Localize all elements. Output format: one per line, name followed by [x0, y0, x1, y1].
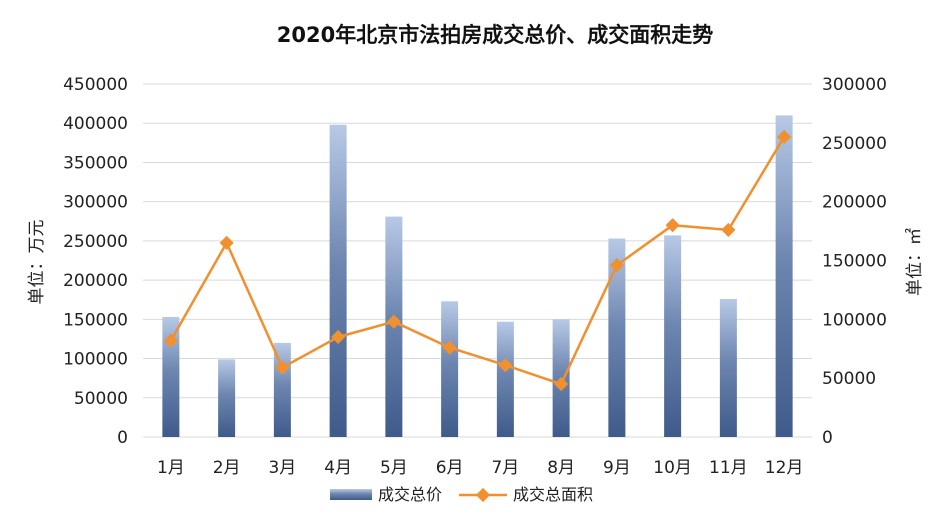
category-label: 1月 — [157, 458, 185, 478]
right-tick-label: 50000 — [822, 369, 876, 389]
legend-line-marker — [475, 487, 491, 503]
left-tick-label: 300000 — [63, 193, 128, 213]
left-tick-label: 400000 — [63, 114, 128, 134]
category-label: 4月 — [324, 458, 352, 478]
chart-title: 2020年北京市法拍房成交总价、成交面积走势 — [277, 23, 713, 47]
right-tick-label: 250000 — [822, 134, 887, 154]
line-point — [777, 129, 792, 145]
area-line — [169, 136, 786, 386]
bar — [441, 301, 459, 437]
category-label: 10月 — [653, 458, 692, 478]
left-axis-label: 单位：万元 — [27, 220, 47, 305]
bar — [329, 124, 347, 438]
left-tick-label: 100000 — [63, 350, 128, 370]
category-label: 11月 — [709, 458, 748, 478]
left-tick-label: 450000 — [63, 75, 128, 95]
legend-bar-label: 成交总价 — [378, 485, 442, 504]
bar — [496, 321, 514, 437]
left-tick-label: 50000 — [74, 389, 128, 409]
line-point — [386, 314, 401, 329]
bar — [775, 115, 793, 437]
bar — [608, 238, 626, 437]
left-tick-label: 150000 — [63, 310, 128, 330]
category-label: 12月 — [765, 458, 804, 478]
line-point — [219, 235, 234, 250]
right-axis-label: 单位：㎡ — [905, 228, 925, 296]
line-point — [498, 358, 513, 373]
legend-line-label: 成交总面积 — [513, 485, 593, 504]
category-label: 3月 — [268, 458, 296, 478]
right-tick-label: 150000 — [822, 252, 887, 272]
left-tick-label: 250000 — [63, 232, 128, 252]
line-point — [609, 258, 624, 273]
right-tick-label: 300000 — [822, 75, 887, 95]
line-point — [163, 333, 178, 348]
line-series — [163, 129, 792, 392]
category-label: 9月 — [603, 458, 631, 478]
bar-series — [162, 115, 793, 438]
right-tick-label: 0 — [822, 428, 833, 448]
category-label: 8月 — [547, 458, 575, 478]
category-label: 6月 — [436, 458, 464, 478]
bar — [664, 235, 682, 437]
category-label: 7月 — [491, 458, 519, 478]
line-point — [721, 222, 736, 237]
left-tick-label: 350000 — [63, 153, 128, 173]
legend: 成交总价 成交总面积 — [330, 485, 593, 504]
category-label: 2月 — [213, 458, 241, 478]
line-point — [331, 329, 346, 345]
bar — [218, 359, 236, 437]
bar — [162, 316, 180, 437]
left-tick-label: 200000 — [63, 271, 128, 291]
line-point — [554, 376, 569, 392]
legend-bar-swatch — [330, 489, 372, 500]
axis-ticks: 0 50000 100000 150000 200000 250000 300000 3500… — [63, 75, 887, 478]
category-label: 5月 — [380, 458, 408, 478]
line-point — [665, 218, 680, 233]
right-tick-label: 200000 — [822, 193, 887, 213]
gridlines — [143, 83, 812, 438]
line-point — [442, 340, 457, 355]
right-tick-label: 100000 — [822, 310, 887, 330]
left-tick-label: 0 — [117, 428, 128, 448]
line-point — [275, 360, 290, 375]
bar — [719, 298, 737, 437]
